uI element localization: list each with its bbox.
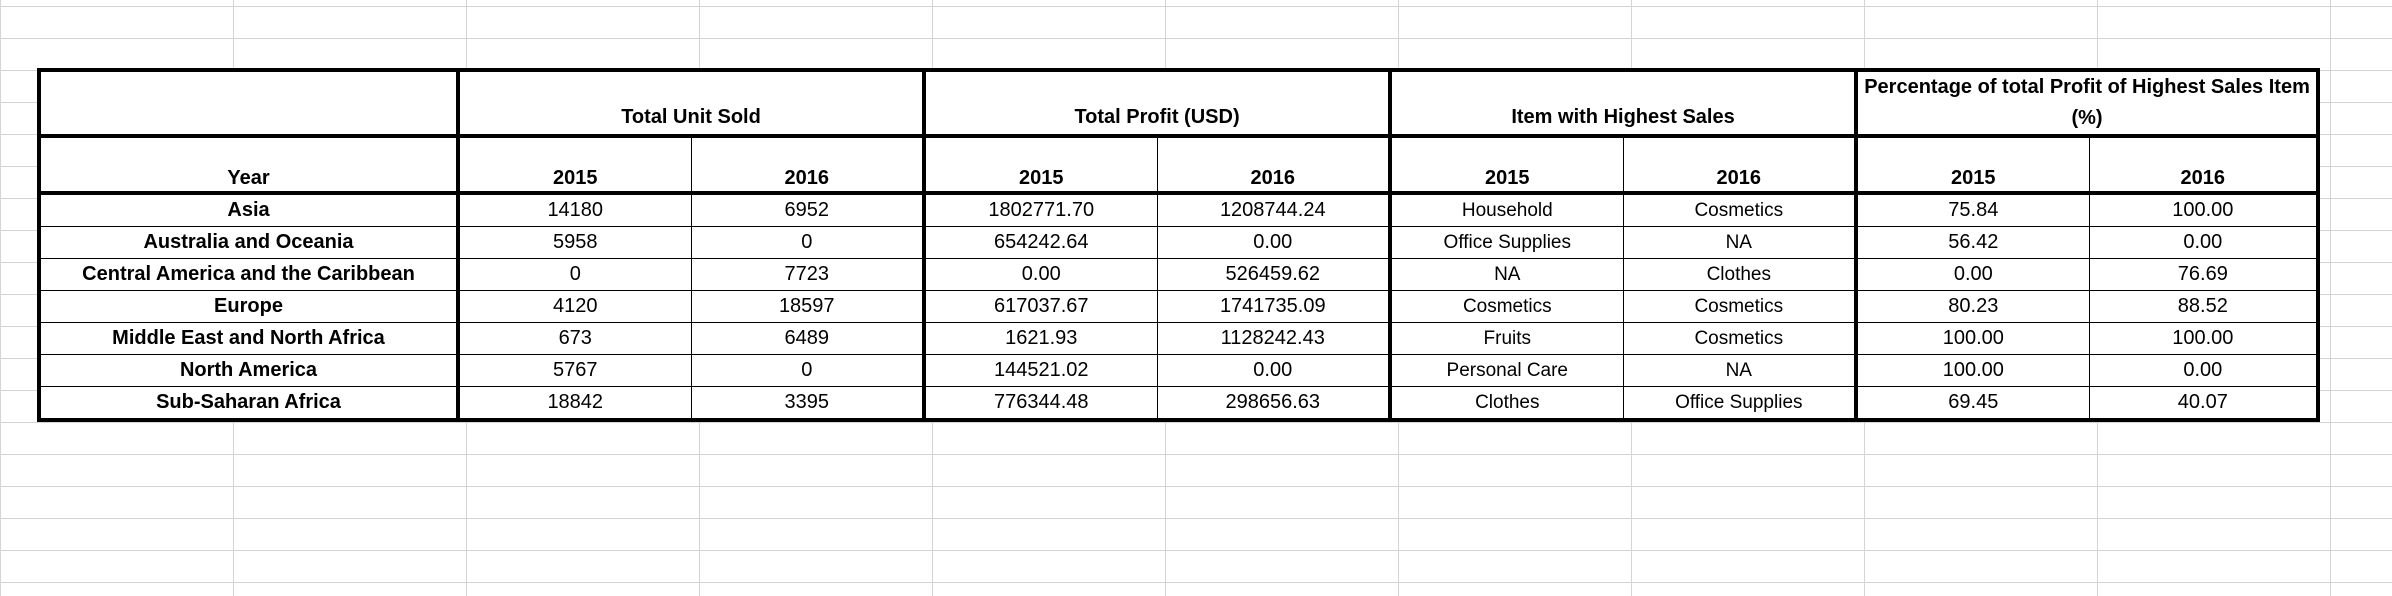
cell-pct-2016[interactable]: 40.07: [2088, 386, 2319, 421]
cell-units-2016[interactable]: 0: [690, 354, 927, 387]
cell-units-2015[interactable]: 18842: [457, 386, 692, 421]
cell-item-2015[interactable]: Office Supplies: [1389, 226, 1624, 259]
cell-units-2016[interactable]: 6952: [690, 192, 927, 227]
cell-units-2016[interactable]: 18597: [690, 290, 927, 323]
header-item-2015[interactable]: 2015: [1388, 135, 1624, 195]
cell-profit-2016[interactable]: 0.00: [1156, 226, 1393, 259]
cell-profit-2015[interactable]: 776344.48: [923, 386, 1158, 421]
cell-item-2016[interactable]: NA: [1622, 354, 1859, 387]
header-total-unit-sold[interactable]: Total Unit Sold: [455, 69, 927, 138]
cell-region[interactable]: North America: [38, 354, 460, 387]
cell-region[interactable]: Sub-Saharan Africa: [38, 386, 460, 421]
cell-item-2016[interactable]: Cosmetics: [1622, 192, 1859, 227]
header-units-2015[interactable]: 2015: [456, 135, 692, 195]
cell-pct-2015[interactable]: 75.84: [1855, 192, 2090, 227]
cell-units-2015[interactable]: 0: [457, 258, 692, 291]
cell-pct-2016[interactable]: 76.69: [2088, 258, 2319, 291]
cell-item-2016[interactable]: Clothes: [1622, 258, 1859, 291]
table-row: Asia 14180 6952 1802771.70 1208744.24 Househo…: [38, 192, 2319, 227]
summary-table: Total Unit Sold Total Profit (USD) Item …: [37, 68, 2321, 422]
header-item-highest-sales[interactable]: Item with Highest Sales: [1388, 69, 1859, 138]
cell-profit-2016[interactable]: 0.00: [1156, 354, 1393, 387]
cell-profit-2015[interactable]: 1621.93: [923, 322, 1158, 355]
cell-units-2016[interactable]: 6489: [690, 322, 927, 355]
cell-region[interactable]: Asia: [38, 192, 460, 227]
table-body: Asia 14180 6952 1802771.70 1208744.24 Househo…: [38, 192, 2319, 421]
cell-profit-2016[interactable]: 298656.63: [1156, 386, 1393, 421]
cell-units-2016[interactable]: 3395: [690, 386, 927, 421]
table-row: Central America and the Caribbean 0 7723 0.…: [38, 258, 2319, 291]
cell-profit-2015[interactable]: 654242.64: [923, 226, 1158, 259]
cell-profit-2016[interactable]: 1741735.09: [1156, 290, 1393, 323]
cell-units-2015[interactable]: 5767: [457, 354, 692, 387]
header-profit-2016[interactable]: 2016: [1156, 135, 1393, 195]
group-header-row: Total Unit Sold Total Profit (USD) Item …: [37, 69, 2321, 138]
cell-pct-2015[interactable]: 100.00: [1855, 354, 2090, 387]
cell-profit-2016[interactable]: 1128242.43: [1156, 322, 1393, 355]
cell-pct-2016[interactable]: 100.00: [2088, 322, 2319, 355]
cell-pct-2015[interactable]: 0.00: [1855, 258, 2090, 291]
cell-units-2016[interactable]: 0: [690, 226, 927, 259]
cell-profit-2016[interactable]: 1208744.24: [1156, 192, 1393, 227]
cell-profit-2015[interactable]: 0.00: [923, 258, 1158, 291]
cell-item-2015[interactable]: Cosmetics: [1389, 290, 1624, 323]
cell-pct-2015[interactable]: 69.45: [1855, 386, 2090, 421]
table-row: North America 5767 0 144521.02 0.00 Personal …: [38, 354, 2319, 387]
cell-units-2015[interactable]: 5958: [457, 226, 692, 259]
cell-item-2016[interactable]: Office Supplies: [1622, 386, 1859, 421]
cell-pct-2015[interactable]: 100.00: [1855, 322, 2090, 355]
cell-item-2016[interactable]: NA: [1622, 226, 1859, 259]
table-row: Europe 4120 18597 617037.67 1741735.09 Cosmet…: [38, 290, 2319, 323]
header-units-2016[interactable]: 2016: [690, 135, 927, 195]
cell-item-2016[interactable]: Cosmetics: [1622, 290, 1859, 323]
header-total-profit[interactable]: Total Profit (USD): [922, 69, 1393, 138]
cell-units-2015[interactable]: 4120: [457, 290, 692, 323]
cell-region[interactable]: Europe: [38, 290, 460, 323]
year-header-row: Year 2015 2016 2015 2016 2015 2016 2015 …: [37, 135, 2321, 195]
table-row: Middle East and North Africa 673 6489 1621.…: [38, 322, 2319, 355]
cell-pct-2016[interactable]: 88.52: [2088, 290, 2319, 323]
cell-region[interactable]: Central America and the Caribbean: [38, 258, 460, 291]
cell-item-2015[interactable]: Clothes: [1389, 386, 1624, 421]
table-row: Australia and Oceania 5958 0 654242.64 0.00 O…: [38, 226, 2319, 259]
cell-profit-2015[interactable]: 1802771.70: [923, 192, 1158, 227]
year-header-top[interactable]: [37, 69, 460, 138]
cell-pct-2016[interactable]: 0.00: [2088, 354, 2319, 387]
header-pct-2015[interactable]: 2015: [1854, 135, 2090, 195]
cell-profit-2016[interactable]: 526459.62: [1156, 258, 1393, 291]
cell-region[interactable]: Australia and Oceania: [38, 226, 460, 259]
cell-item-2015[interactable]: Household: [1389, 192, 1624, 227]
table-row: Sub-Saharan Africa 18842 3395 776344.48 2986…: [38, 386, 2319, 421]
header-pct-2016[interactable]: 2016: [2088, 135, 2321, 195]
cell-pct-2016[interactable]: 0.00: [2088, 226, 2319, 259]
header-percentage-profit[interactable]: Percentage of total Profit of Highest Sa…: [1854, 69, 2321, 138]
cell-item-2016[interactable]: Cosmetics: [1622, 322, 1859, 355]
header-year[interactable]: Year: [37, 135, 460, 195]
cell-profit-2015[interactable]: 144521.02: [923, 354, 1158, 387]
cell-pct-2015[interactable]: 56.42: [1855, 226, 2090, 259]
cell-item-2015[interactable]: NA: [1389, 258, 1624, 291]
cell-units-2016[interactable]: 7723: [690, 258, 927, 291]
cell-pct-2016[interactable]: 100.00: [2088, 192, 2319, 227]
cell-units-2015[interactable]: 673: [457, 322, 692, 355]
header-item-2016[interactable]: 2016: [1622, 135, 1859, 195]
header-profit-2015[interactable]: 2015: [922, 135, 1158, 195]
cell-item-2015[interactable]: Personal Care: [1389, 354, 1624, 387]
cell-profit-2015[interactable]: 617037.67: [923, 290, 1158, 323]
cell-region[interactable]: Middle East and North Africa: [38, 322, 460, 355]
cell-units-2015[interactable]: 14180: [457, 192, 692, 227]
cell-pct-2015[interactable]: 80.23: [1855, 290, 2090, 323]
cell-item-2015[interactable]: Fruits: [1389, 322, 1624, 355]
